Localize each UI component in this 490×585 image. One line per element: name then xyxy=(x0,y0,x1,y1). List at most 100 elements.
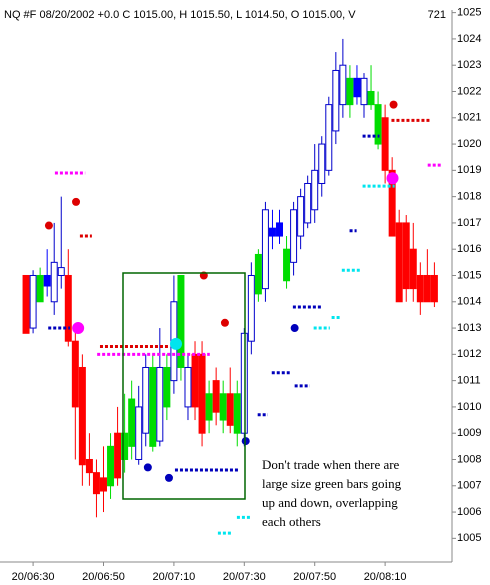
candle-body xyxy=(318,143,326,184)
candle-body xyxy=(430,274,438,303)
y-tick-label: 1016 xyxy=(457,243,481,255)
x-tick-label: 20/06:30 xyxy=(12,571,55,583)
signal-dot xyxy=(164,473,173,482)
candle-body xyxy=(78,366,86,466)
candle-body xyxy=(346,77,354,106)
candle-body xyxy=(304,182,312,224)
candle-body xyxy=(233,393,241,434)
signal-dot xyxy=(44,221,53,230)
candle-body xyxy=(198,353,206,434)
candle-body xyxy=(85,458,93,474)
candle-body xyxy=(219,393,227,421)
candle-body xyxy=(107,445,115,487)
candle-body xyxy=(114,432,122,479)
header-text: NQ #F 08/20/2002 +0.0 C 1015.00, H 1015.… xyxy=(4,9,356,21)
y-tick-label: 1020 xyxy=(457,138,481,150)
y-tick-label: 1017 xyxy=(457,217,481,229)
candle-body xyxy=(367,90,375,106)
candle-body xyxy=(121,432,129,460)
y-tick-label: 1013 xyxy=(457,322,481,334)
annotation-line: each others xyxy=(262,514,321,529)
signal-dot xyxy=(72,197,81,206)
y-tick-label: 1009 xyxy=(457,427,481,439)
candle-body xyxy=(177,274,185,368)
candle-body xyxy=(283,248,291,282)
candle-body xyxy=(29,274,37,329)
y-tick-label: 1005 xyxy=(457,532,481,544)
x-tick-label: 20/06:50 xyxy=(82,571,125,583)
candle-body xyxy=(142,366,150,434)
candle-body xyxy=(416,274,424,303)
annotation-line: up and down, overlapping xyxy=(262,495,398,510)
candle-body xyxy=(311,169,319,211)
candle-body xyxy=(388,169,396,237)
y-tick-label: 1012 xyxy=(457,348,481,360)
candle-body xyxy=(163,366,171,408)
candle-body xyxy=(212,380,220,413)
signal-dot xyxy=(290,324,299,333)
candle-body xyxy=(276,222,283,237)
y-tick-label: 1010 xyxy=(457,401,481,413)
x-tick-label: 20/07:10 xyxy=(152,571,195,583)
candle-body xyxy=(149,366,157,447)
y-tick-label: 1015 xyxy=(457,269,481,281)
candle-body xyxy=(100,477,107,492)
candle-body xyxy=(297,196,305,237)
highlight-box xyxy=(122,272,246,500)
y-tick-label: 1021 xyxy=(457,112,481,124)
candle-body xyxy=(332,69,340,132)
candle-body xyxy=(247,274,255,342)
candle-body xyxy=(71,340,79,408)
candle-body xyxy=(92,472,100,495)
y-tick-label: 1022 xyxy=(457,85,481,97)
x-tick-label: 20/08:10 xyxy=(364,571,407,583)
candle-body xyxy=(191,353,199,408)
signal-dot xyxy=(72,322,85,335)
y-tick-label: 1014 xyxy=(457,296,481,308)
candle-body xyxy=(339,64,347,106)
annotation-line: large size green bars going xyxy=(262,476,402,491)
candle-body xyxy=(261,209,269,290)
plot-area xyxy=(22,38,442,535)
signal-dot xyxy=(389,100,398,109)
candle-body xyxy=(205,393,213,421)
candle-body xyxy=(184,366,192,408)
y-tick-label: 1006 xyxy=(457,506,481,518)
candle-body xyxy=(57,267,65,276)
candle-body xyxy=(353,77,361,98)
y-tick-label: 1023 xyxy=(457,59,481,71)
candle-body xyxy=(36,274,44,303)
candle-body xyxy=(64,274,72,342)
y-tick-label: 1018 xyxy=(457,191,481,203)
volume-text: 721 xyxy=(428,9,446,21)
candle-body xyxy=(22,274,30,334)
signal-dot xyxy=(143,463,152,472)
candle-body xyxy=(409,248,417,290)
candle-body xyxy=(423,274,431,303)
candle-body xyxy=(402,222,410,290)
candle-body xyxy=(325,104,333,171)
candle-body xyxy=(395,222,403,303)
candle-body xyxy=(290,209,298,263)
signal-dot xyxy=(386,172,399,185)
candle-body xyxy=(381,117,389,171)
candle-body xyxy=(50,261,58,303)
candle-body xyxy=(268,227,276,237)
candle-body xyxy=(374,104,382,145)
candle-body xyxy=(43,274,51,287)
annotation-line: Don't trade when there are xyxy=(262,457,400,472)
candle-body xyxy=(254,253,262,295)
y-tick-label: 1011 xyxy=(457,375,481,387)
candle-body xyxy=(156,366,164,442)
x-tick-label: 20/07:30 xyxy=(223,571,266,583)
y-tick-label: 1019 xyxy=(457,164,481,176)
y-tick-label: 1008 xyxy=(457,453,481,465)
candle-body xyxy=(128,398,136,447)
y-tick-label: 1025 xyxy=(457,7,481,19)
signal-dot xyxy=(170,337,183,350)
signal-dot xyxy=(220,318,229,327)
candle-body xyxy=(135,406,143,460)
candle-body xyxy=(226,393,234,426)
y-tick-label: 1024 xyxy=(457,33,481,45)
